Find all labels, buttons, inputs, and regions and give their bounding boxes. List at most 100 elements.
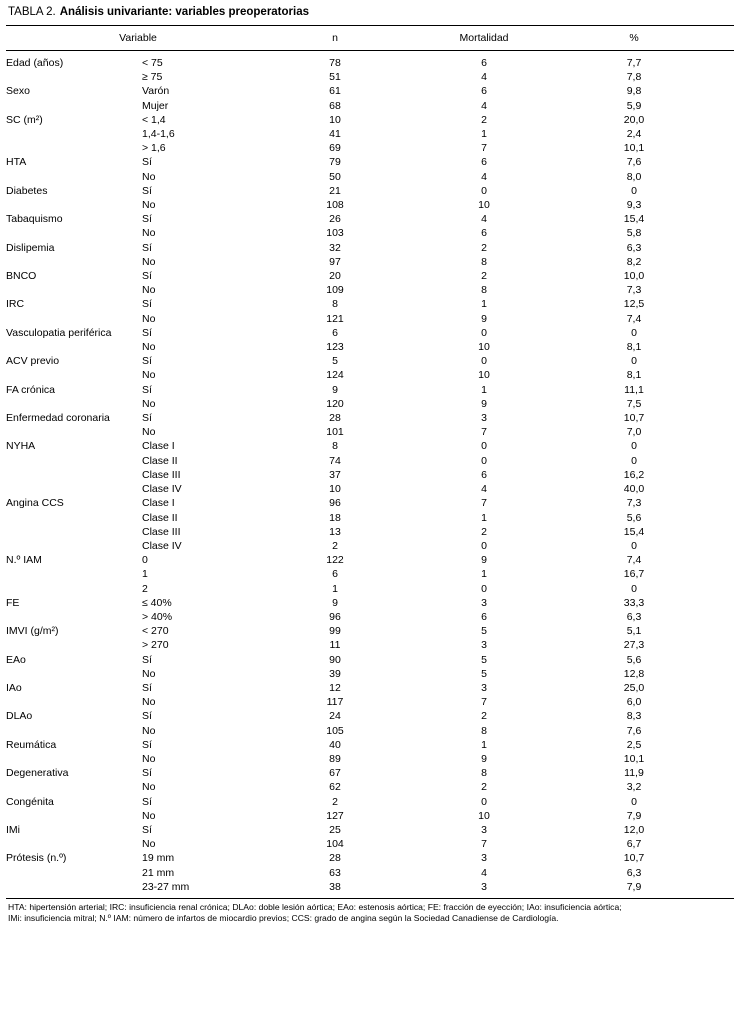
row-level-label: < 270 (142, 625, 169, 638)
row-percent-value: 40,0 (623, 483, 645, 496)
row-mortalidad-value: 0 (481, 539, 487, 552)
row-percent-value: 0 (631, 184, 637, 197)
row-mortalidad-value: 2 (481, 781, 487, 794)
row-level-label: No (142, 696, 156, 709)
row-n-value: 13 (329, 525, 341, 538)
table-row: BNCO Sí 20 2 10,0 0,65 (6, 269, 740, 283)
row-n-value: 62 (329, 781, 341, 794)
row-n-value: 61 (329, 85, 341, 98)
row-n-value: 96 (329, 610, 341, 623)
table-row: > 1,6 69 7 10,1 (6, 141, 740, 155)
row-level-label: No (142, 227, 156, 240)
row-mortalidad-value: 10 (478, 369, 490, 382)
row-mortalidad-value: 0 (481, 454, 487, 467)
table-row: HTA Sí 79 6 7,6 1,0 (6, 155, 740, 169)
row-p-value (700, 752, 740, 766)
row-n-value: 120 (326, 397, 344, 410)
row-p-value: 1,0 (700, 326, 740, 340)
row-variable-label (6, 141, 142, 155)
row-percent-value: 7,9 (626, 809, 642, 822)
row-level-label: Sí (142, 326, 152, 339)
row-mortalidad-value: 2 (481, 270, 487, 283)
row-level-label: No (142, 781, 156, 794)
row-percent-value: 10,7 (623, 412, 645, 425)
row-p-value (700, 837, 740, 851)
table-row: 23-27 mm 38 3 7,9 (6, 880, 740, 898)
row-mortalidad-value: 1 (481, 511, 487, 524)
row-level-label: No (142, 312, 156, 325)
row-level-label: 23-27 mm (142, 880, 190, 893)
table-row: No 127 10 7,9 (6, 809, 740, 823)
column-header-percent: % (629, 32, 639, 44)
table-row: Diabetes Sí 21 0 0 0,36 (6, 184, 740, 198)
row-percent-value: 11,9 (624, 767, 644, 780)
row-mortalidad-value: 5 (481, 653, 487, 666)
table-row: No 101 7 7,0 (6, 425, 740, 439)
row-level-label: Sí (142, 270, 152, 283)
row-mortalidad-value: 9 (481, 554, 487, 567)
row-p-value: 0,05 (700, 681, 740, 695)
table-row: No 97 8 8,2 (6, 255, 740, 269)
row-mortalidad-value: 1 (481, 383, 487, 396)
row-p-value (700, 127, 740, 141)
row-n-value: 25 (329, 823, 341, 836)
row-n-value: 26 (329, 213, 341, 226)
row-n-value: 20 (329, 270, 341, 283)
table-row: Tabaquismo Sí 26 4 15,4 0,11 (6, 212, 740, 226)
row-percent-value: 0 (631, 440, 637, 453)
row-percent-value: 7,8 (626, 71, 642, 84)
row-n-value: 12 (329, 681, 341, 694)
table-row: > 270 11 3 27,3 (6, 638, 740, 652)
row-p-value: 0,16 (700, 653, 740, 667)
row-p-value: 0,40 (700, 823, 740, 837)
row-n-value: 127 (326, 809, 344, 822)
row-variable-label (6, 582, 142, 596)
row-percent-value: 10,0 (623, 270, 645, 283)
row-variable-label (6, 837, 142, 851)
row-n-value: 68 (329, 99, 341, 112)
row-variable-label: N.º IAM (6, 554, 42, 567)
table-row: Clase IV 2 0 0 (6, 539, 740, 553)
row-variable-label: IRC (6, 298, 25, 311)
row-mortalidad-value: 8 (481, 767, 487, 780)
row-mortalidad-value: 10 (478, 809, 490, 822)
row-n-value: 6 (332, 568, 338, 581)
row-variable-label (6, 127, 142, 141)
row-p-value (700, 582, 740, 596)
row-mortalidad-value: 0 (481, 184, 487, 197)
row-mortalidad-value: 3 (481, 639, 487, 652)
row-percent-value: 6,0 (626, 696, 642, 709)
row-level-label: 1,4-1,6 (142, 128, 175, 141)
row-variable-label (6, 724, 142, 738)
row-variable-label (6, 667, 142, 681)
row-variable-label: IMi (6, 823, 20, 836)
row-level-label: 19 mm (142, 852, 175, 865)
row-level-label: Sí (142, 681, 152, 694)
row-p-value (700, 312, 740, 326)
row-n-value: 104 (326, 838, 344, 851)
row-mortalidad-value: 1 (481, 128, 487, 141)
row-level-label: Mujer (142, 99, 169, 112)
row-percent-value: 8,2 (626, 255, 642, 268)
row-p-value (700, 525, 740, 539)
row-n-value: 9 (332, 383, 338, 396)
row-variable-label (6, 425, 142, 439)
row-variable-label (6, 638, 142, 652)
table-row: No 62 2 3,2 (6, 780, 740, 794)
row-variable-label: Enfermedad coronaria (6, 412, 110, 425)
row-n-value: 101 (326, 426, 344, 439)
row-n-value: 109 (326, 284, 344, 297)
row-level-label: Clase III (142, 468, 181, 481)
footnote-line-1: HTA: hipertensión arterial; IRC: insufic… (8, 901, 622, 912)
row-n-value: 8 (332, 440, 338, 453)
row-percent-value: 25,0 (623, 681, 645, 694)
row-level-label: Varón (142, 85, 170, 98)
table-row: No 105 8 7,6 (6, 724, 740, 738)
row-mortalidad-value: 3 (481, 681, 487, 694)
row-variable-label: Congénita (6, 795, 54, 808)
row-percent-value: 7,0 (626, 426, 642, 439)
row-variable-label: HTA (6, 156, 27, 169)
row-variable-label (6, 539, 142, 553)
row-p-value (700, 425, 740, 439)
